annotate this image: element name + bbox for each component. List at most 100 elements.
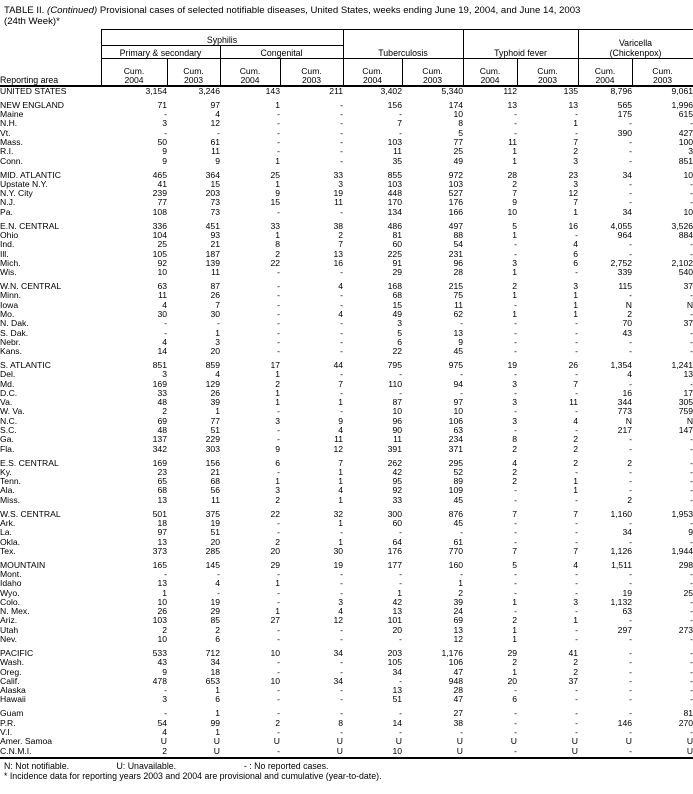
value-cell: 87 [392, 397, 402, 408]
value-cell: - [690, 327, 693, 338]
header-cum-typhoid-2003: Cum. 2003 [516, 58, 579, 87]
value-cell: 540 [678, 267, 693, 278]
value-cell: 2 [512, 178, 518, 189]
value-cell: - [340, 527, 343, 538]
value-cell: U [510, 736, 518, 747]
value-cell: - [514, 346, 518, 357]
value-cell: 45 [453, 494, 464, 505]
value-cell: 6 [275, 457, 280, 468]
value-cell: 1 [338, 494, 343, 505]
value-cell: 13 [392, 685, 402, 696]
value-cell: 1 [512, 290, 518, 301]
value-cell: 51 [392, 694, 402, 705]
table-row: Utah 2 2 - - 20 13 1 - 297 273 [0, 624, 693, 635]
value-cell: 3,246 [198, 86, 220, 96]
value-cell: U [456, 745, 464, 756]
value-cell: 5 [512, 220, 518, 231]
value-cell: - [340, 318, 343, 329]
table-row: S. ATLANTIC 851 859 17 44 795 975 19 26 1,354 1,24… [0, 359, 693, 370]
value-cell: - [575, 578, 579, 589]
value-cell: 1,953 [671, 508, 693, 519]
value-cell: 11 [334, 434, 343, 445]
value-cell: 174 [448, 99, 464, 110]
table-bottom-rule [0, 756, 693, 759]
value-cell: 1 [338, 466, 343, 477]
value-cell: - [514, 109, 518, 120]
value-cell: 8,796 [610, 86, 633, 96]
reporting-area-cell: MOUNTAIN [0, 559, 46, 570]
header-group-row: Reporting area Syphilis Tuberculosis Typ… [0, 29, 693, 87]
value-cell: 3 [573, 178, 579, 189]
value-cell: - [514, 318, 518, 329]
value-cell: - [629, 248, 633, 259]
value-cell: - [277, 346, 280, 357]
value-cell: 1 [275, 606, 280, 617]
header-cum-syph-cong-2004: Cum. 2004 [219, 58, 281, 87]
value-cell: 35 [392, 155, 402, 166]
value-cell: - [340, 666, 343, 677]
value-cell: - [277, 569, 280, 579]
value-cell: 9,061 [671, 86, 693, 96]
value-cell: 9 [275, 443, 280, 454]
value-cell: 1 [215, 708, 220, 719]
value-cell: - [277, 299, 280, 310]
value-cell: 884 [678, 229, 693, 240]
value-cell: 4 [338, 485, 343, 496]
value-cell: 145 [205, 559, 220, 570]
value-cell: 1 [573, 615, 579, 626]
value-cell: 91 [392, 257, 402, 268]
value-cell: U [625, 736, 633, 747]
value-cell: 47 [453, 694, 464, 705]
value-cell: 97 [157, 527, 167, 538]
value-cell: - [690, 675, 693, 686]
header-varicella-line2: (Chickenpox) [609, 47, 662, 58]
reporting-area-cell: Tex. [0, 545, 16, 556]
value-cell: 49 [453, 155, 464, 166]
reporting-area-header: Reporting area [0, 29, 101, 87]
table-row: N.Y. City 239 203 9 19 448 527 7 12 - - [0, 188, 693, 198]
value-cell: 964 [617, 229, 633, 240]
value-cell: - [690, 346, 693, 357]
value-cell: 1 [573, 308, 579, 319]
reporting-area-cell: Md. [0, 378, 15, 389]
header-cum-varicella-2003: Cum. 2003 [631, 58, 693, 87]
value-cell: 10 [683, 169, 693, 180]
value-cell: 1 [573, 485, 579, 496]
value-cell: 103 [152, 615, 167, 626]
value-cell: - [399, 569, 402, 579]
value-cell: - [340, 708, 343, 719]
value-cell: 3 [162, 118, 167, 129]
value-cell: - [690, 118, 693, 129]
value-cell: 2 [573, 443, 579, 454]
value-cell: 1 [512, 155, 518, 166]
value-cell: - [340, 267, 343, 278]
value-cell: 859 [205, 359, 220, 370]
value-cell: - [340, 569, 343, 579]
value-cell: 26 [210, 387, 220, 398]
value-cell: 4 [573, 239, 579, 250]
table-row: Ariz. 103 85 27 12 101 69 2 1 - - [0, 615, 693, 626]
value-cell: 7 [512, 545, 518, 556]
value-cell: 5 [397, 327, 402, 338]
reporting-area-cell: Del. [0, 369, 16, 380]
value-cell: - [629, 155, 633, 166]
value-cell: 948 [448, 675, 464, 686]
value-cell: U [571, 736, 579, 747]
reporting-area-cell: N.J. [0, 197, 16, 208]
value-cell: - [629, 517, 633, 528]
value-cell: 203 [387, 647, 402, 658]
value-cell: 1 [338, 397, 343, 408]
value-cell: 65 [157, 476, 167, 487]
value-cell: - [340, 109, 343, 120]
table-row: NEW ENGLAND 71 97 1 - 156 174 13 13 565 1,996 [0, 99, 693, 110]
value-cell: - [340, 369, 343, 380]
value-cell: - [575, 685, 579, 696]
value-cell: - [340, 624, 343, 635]
value-cell: 20 [210, 346, 220, 357]
header-cum-typhoid-2004: Cum. 2004 [462, 58, 518, 87]
table-row: V.I. 4 1 - - - - - - - - [0, 727, 693, 737]
value-cell: 37 [683, 281, 693, 292]
header-varicella: Varicella (Chickenpox) [577, 29, 693, 59]
value-cell: 11 [211, 146, 220, 157]
table-row: S.C. 48 51 - 4 90 63 - - 217 147 [0, 425, 693, 435]
